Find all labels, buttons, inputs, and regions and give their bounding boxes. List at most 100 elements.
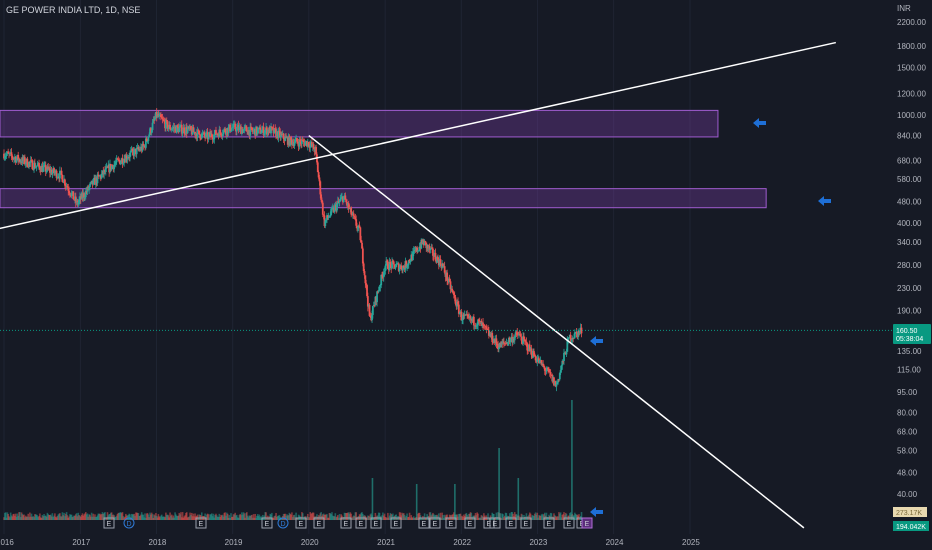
candle-body bbox=[407, 264, 409, 266]
earnings-marker[interactable]: E bbox=[581, 517, 593, 529]
candle-body bbox=[38, 162, 40, 167]
earnings-marker[interactable]: E bbox=[543, 517, 555, 529]
candle-body bbox=[385, 260, 388, 266]
price-tick: 190.00 bbox=[897, 307, 922, 316]
volume-bar bbox=[235, 515, 237, 520]
symbol-title[interactable]: GE POWER INDIA LTD, 1D, NSE bbox=[6, 5, 141, 15]
marker-label: E bbox=[567, 521, 572, 528]
volume-bar bbox=[438, 513, 440, 520]
volume-bar bbox=[243, 513, 246, 520]
time-tick: 2016 bbox=[0, 538, 14, 547]
volume-bar bbox=[40, 517, 43, 520]
earnings-marker[interactable]: E bbox=[483, 517, 495, 529]
earnings-marker[interactable]: E bbox=[103, 517, 115, 529]
trend-line bbox=[0, 41, 837, 230]
volume-bar bbox=[9, 517, 11, 520]
volume-bar bbox=[138, 515, 140, 520]
earnings-marker[interactable]: E bbox=[505, 517, 517, 529]
candle-body bbox=[356, 225, 358, 229]
candle-body bbox=[147, 136, 150, 142]
earnings-marker[interactable]: E bbox=[445, 517, 457, 529]
candle-body bbox=[570, 340, 573, 342]
volume-bar bbox=[556, 516, 559, 520]
dividend-marker[interactable]: D bbox=[277, 517, 289, 529]
volume-bar bbox=[221, 515, 223, 520]
volume-bar bbox=[179, 514, 181, 520]
dividend-marker[interactable]: D bbox=[123, 517, 135, 529]
volume-value: 194.042K bbox=[896, 524, 926, 531]
candle-body bbox=[373, 305, 376, 306]
earnings-marker[interactable]: E bbox=[195, 517, 207, 529]
volume-bar bbox=[281, 517, 283, 520]
trend-line bbox=[308, 134, 805, 529]
earnings-marker[interactable]: E bbox=[370, 517, 382, 529]
candle-body bbox=[412, 250, 415, 252]
candle-body bbox=[260, 132, 262, 134]
earnings-marker[interactable]: E bbox=[429, 517, 441, 529]
candle-body bbox=[395, 264, 398, 268]
earnings-marker[interactable]: E bbox=[520, 517, 532, 529]
volume-bar bbox=[89, 516, 92, 520]
earnings-marker[interactable]: E bbox=[261, 517, 273, 529]
candle-body bbox=[460, 311, 463, 321]
volume-bar bbox=[178, 512, 181, 520]
trend-lines[interactable] bbox=[0, 41, 837, 529]
marker-shape bbox=[295, 517, 307, 529]
candle-body bbox=[328, 216, 331, 218]
volume-bar bbox=[349, 512, 352, 520]
last-price-countdown: 05:38:04 bbox=[896, 336, 923, 343]
earnings-marker[interactable]: E bbox=[418, 517, 430, 529]
earnings-marker[interactable]: E bbox=[295, 517, 307, 529]
volume-bars bbox=[3, 400, 583, 520]
volume-bar bbox=[221, 514, 224, 520]
earnings-marker[interactable]: E bbox=[355, 517, 367, 529]
volume-bar bbox=[518, 517, 521, 520]
earnings-marker[interactable]: E bbox=[313, 517, 325, 529]
volume-bar bbox=[45, 516, 48, 520]
volume-ma-badge: 273.17K bbox=[893, 507, 927, 517]
candle-body bbox=[420, 239, 423, 249]
volume-bar bbox=[211, 513, 213, 520]
candle-body bbox=[344, 195, 347, 200]
candle-body bbox=[327, 217, 330, 219]
candle-body bbox=[371, 306, 374, 315]
volume-bar bbox=[241, 512, 243, 520]
volume-bar bbox=[410, 515, 413, 520]
volume-bar bbox=[152, 517, 155, 520]
volume-bar bbox=[150, 512, 153, 520]
candle-body bbox=[205, 133, 207, 138]
volume-bar bbox=[355, 512, 357, 520]
earnings-marker[interactable]: E bbox=[563, 517, 575, 529]
earnings-marker[interactable]: E bbox=[489, 517, 501, 529]
volume-bar bbox=[59, 516, 62, 520]
time-axis[interactable]: 2016 2017 2018 2019 2020 2021 2022 2023 2024 2025 bbox=[0, 538, 700, 547]
candle-body bbox=[388, 261, 391, 270]
event-markers[interactable]: EDEEDEEEEEEEEEEEEEEEEEE bbox=[103, 517, 593, 529]
candle-body bbox=[129, 152, 131, 158]
volume-bar bbox=[569, 513, 571, 520]
volume-bar bbox=[293, 514, 296, 520]
candle-body bbox=[26, 158, 29, 167]
earnings-marker[interactable]: E bbox=[390, 517, 402, 529]
volume-bar bbox=[231, 516, 234, 520]
candle-body bbox=[509, 338, 512, 342]
volume-bar bbox=[75, 513, 78, 520]
candle-body bbox=[534, 356, 537, 361]
candle-body bbox=[257, 127, 260, 130]
price-tick: 1800.00 bbox=[897, 42, 926, 51]
price-axis[interactable]: INR 2200.00 1800.00 1500.00 1200.00 1000.00 8… bbox=[897, 4, 926, 499]
volume-bar bbox=[190, 515, 192, 520]
candle-body bbox=[383, 270, 386, 273]
candle-body bbox=[35, 166, 38, 167]
earnings-marker[interactable]: E bbox=[340, 517, 352, 529]
volume-bar bbox=[83, 514, 85, 520]
volume-bar bbox=[200, 512, 203, 520]
candle-body bbox=[549, 372, 552, 375]
earnings-marker[interactable]: E bbox=[464, 517, 476, 529]
volume-bar bbox=[55, 517, 58, 520]
candle-body bbox=[59, 170, 61, 179]
candle-body bbox=[92, 179, 95, 185]
volume-bar bbox=[399, 512, 402, 520]
volume-bar bbox=[109, 513, 111, 520]
